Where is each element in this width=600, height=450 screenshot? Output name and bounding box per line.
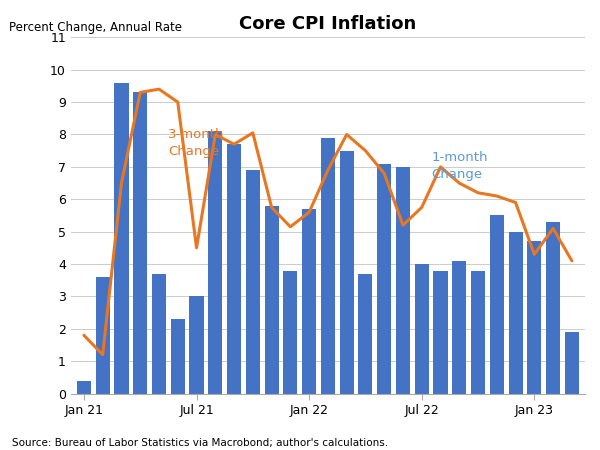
- Text: Percent Change, Annual Rate: Percent Change, Annual Rate: [9, 21, 182, 34]
- Bar: [471, 270, 485, 394]
- Bar: [527, 241, 541, 394]
- Bar: [152, 274, 166, 394]
- Title: Core CPI Inflation: Core CPI Inflation: [239, 15, 416, 33]
- Bar: [227, 144, 241, 394]
- Bar: [171, 319, 185, 394]
- Bar: [115, 83, 128, 394]
- Bar: [452, 261, 466, 394]
- Bar: [490, 216, 504, 394]
- Bar: [190, 297, 203, 394]
- Bar: [246, 170, 260, 394]
- Bar: [208, 131, 223, 394]
- Bar: [377, 164, 391, 394]
- Text: 1-month
Change: 1-month Change: [431, 151, 488, 181]
- Bar: [433, 270, 448, 394]
- Bar: [509, 232, 523, 394]
- Bar: [565, 332, 579, 394]
- Bar: [133, 92, 147, 394]
- Bar: [415, 264, 429, 394]
- Bar: [340, 151, 354, 394]
- Bar: [265, 206, 278, 394]
- Text: 3-month
Change: 3-month Change: [169, 128, 225, 158]
- Bar: [77, 381, 91, 394]
- Bar: [358, 274, 373, 394]
- Bar: [302, 209, 316, 394]
- Bar: [396, 167, 410, 394]
- Bar: [283, 270, 298, 394]
- Bar: [546, 222, 560, 394]
- Text: Source: Bureau of Labor Statistics via Macrobond; author's calculations.: Source: Bureau of Labor Statistics via M…: [12, 438, 388, 448]
- Bar: [95, 277, 110, 394]
- Bar: [321, 138, 335, 394]
